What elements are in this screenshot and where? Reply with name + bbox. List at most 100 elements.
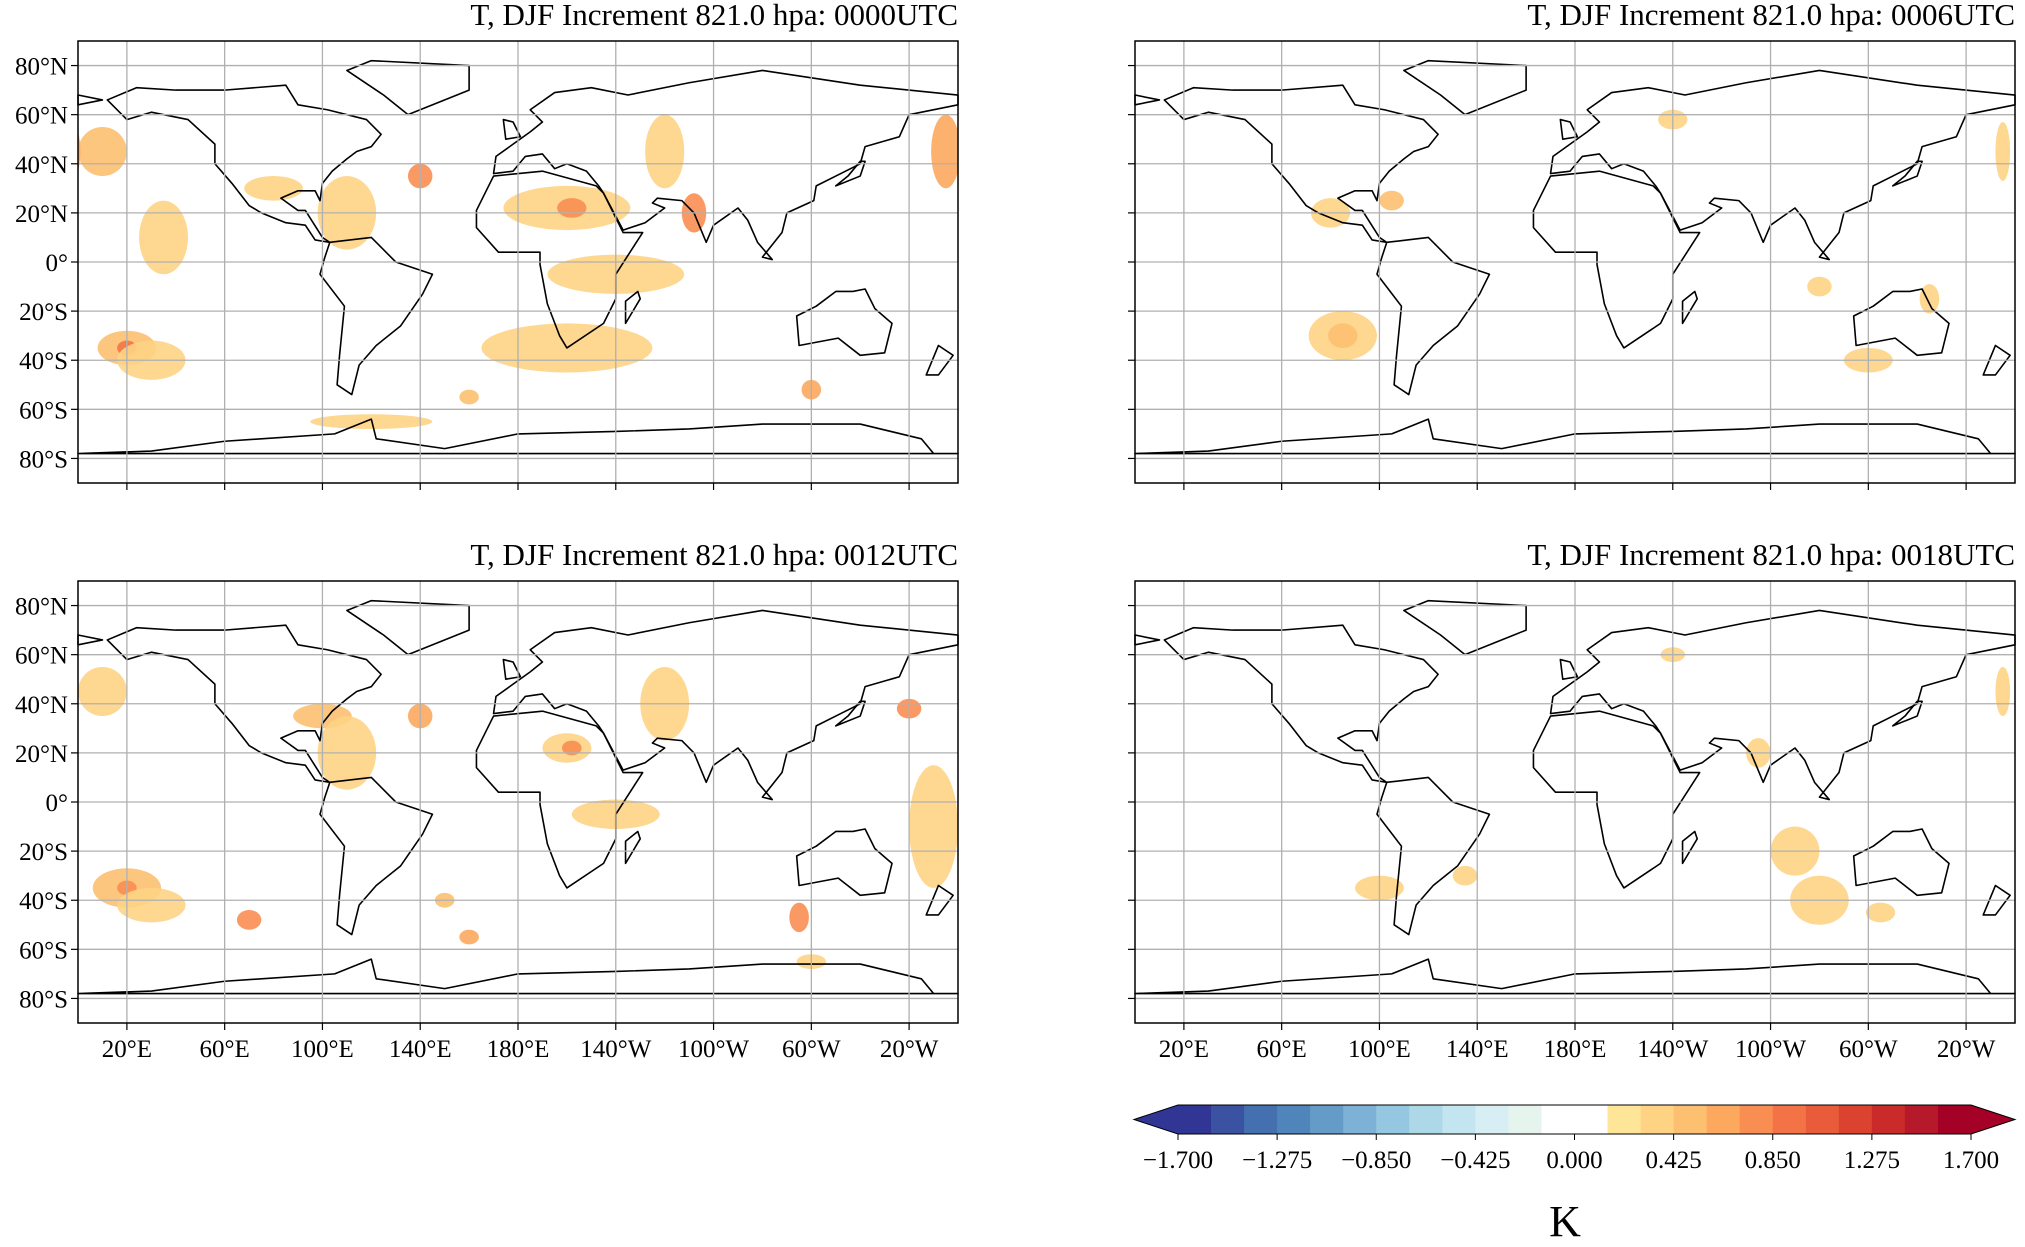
increment-contour — [459, 929, 479, 945]
colorbar-bin — [1211, 1105, 1245, 1134]
coastline — [492, 609, 959, 801]
map-content — [1134, 599, 2016, 995]
coastline — [77, 418, 959, 455]
coastline — [502, 658, 522, 681]
coastline — [1549, 69, 2016, 261]
x-tick-label: 100°W — [1735, 1036, 1806, 1063]
coastline — [834, 700, 866, 727]
y-tick-label: 40°S — [19, 888, 68, 915]
x-tick-label: 180°E — [487, 1036, 550, 1063]
increment-contour — [244, 176, 303, 201]
colorbar-tick-label: 1.275 — [1844, 1147, 1900, 1174]
increment-contour — [557, 198, 587, 218]
colorbar-bin — [1376, 1105, 1410, 1134]
y-tick-label: 20°S — [19, 839, 68, 866]
coastline — [502, 118, 522, 141]
coastline — [1852, 288, 1950, 357]
coastline — [1681, 290, 1699, 325]
y-tick-label: 60°N — [15, 103, 68, 130]
colorbar-extend-max — [1971, 1105, 2015, 1134]
coastline — [1982, 884, 2011, 916]
colorbar-bin — [1475, 1105, 1510, 1134]
coastline — [77, 958, 959, 995]
coastline — [1891, 700, 1923, 727]
colorbar-bin — [1706, 1105, 1741, 1134]
y-tick-label: 80°S — [19, 446, 68, 473]
colorbar-bin — [1508, 1105, 1543, 1134]
coastline — [106, 624, 382, 784]
increment-contour — [117, 887, 186, 923]
y-tick-label: 40°N — [15, 692, 68, 719]
coastline — [1891, 160, 1923, 187]
increment-contour — [236, 910, 262, 930]
colorbar-bin — [1310, 1105, 1344, 1134]
increment-contour — [1995, 666, 2011, 717]
x-tick-label: 140°E — [1446, 1036, 1509, 1063]
increment-contour — [459, 389, 479, 405]
colorbar-bin — [1640, 1105, 1675, 1134]
colorbar-tick-label: 0.425 — [1646, 1147, 1702, 1174]
x-tick-label: 100°E — [291, 1036, 354, 1063]
increment-contour — [1328, 323, 1358, 348]
colorbar-svg: −1.700 −1.275 −0.850 −0.425 0.000 0.425 0.850 1… — [1132, 1104, 2017, 1174]
coastline — [925, 344, 954, 376]
map-svg: 80°N 60°N 40°N 20°N 0° 20°S 40°S 60°S 80°S — [15, 40, 959, 490]
x-tick-label: 60°E — [200, 1036, 250, 1063]
colorbar-bin — [1541, 1105, 1576, 1134]
coastline — [1134, 94, 1161, 106]
coastline — [1376, 776, 1491, 936]
coastline — [1376, 236, 1491, 396]
y-tick-label: 20°S — [19, 299, 68, 326]
map-svg: 20°E 60°E 100°E 140°E 180°E 140°W 100°W 60°W 20°… — [1128, 580, 2016, 1063]
coastline — [1559, 658, 1579, 681]
panel-title: T, DJF Increment 821.0 hpa: 0012UTC — [470, 537, 958, 572]
coastline — [1163, 84, 1439, 244]
colorbar-bin — [1904, 1105, 1939, 1134]
map-panel-0006utc: T, DJF Increment 821.0 hpa: 0006UTC — [1128, 0, 2016, 490]
colorbar-bin — [1772, 1105, 1807, 1134]
increment-contour — [1807, 276, 1832, 297]
increment-contour — [645, 114, 685, 189]
coastline — [492, 69, 959, 261]
colorbar-tick-label: 0.000 — [1546, 1147, 1602, 1174]
x-tick-label: 20°E — [102, 1036, 152, 1063]
coastline — [1532, 170, 1701, 349]
colorbar-tick-label: 0.850 — [1745, 1147, 1801, 1174]
x-tick-label: 60°W — [1839, 1036, 1898, 1063]
coastline — [1403, 59, 1527, 116]
y-tick-label: 80°S — [19, 986, 68, 1013]
y-tick-label: 60°N — [15, 643, 68, 670]
coastline — [1134, 418, 2016, 455]
coastline — [834, 160, 866, 187]
coastline — [77, 94, 104, 106]
y-tick-label: 0° — [46, 250, 69, 277]
panel-title: T, DJF Increment 821.0 hpa: 0000UTC — [470, 0, 958, 32]
coastline — [1163, 624, 1439, 784]
increment-contour — [1452, 865, 1478, 886]
coastline — [1549, 609, 2016, 801]
x-tick-label: 100°W — [678, 1036, 749, 1063]
colorbar-bin — [1574, 1105, 1609, 1134]
colorbar-tick-label: 1.700 — [1943, 1147, 1999, 1174]
coastline — [1982, 344, 2011, 376]
x-tick-label: 140°E — [389, 1036, 452, 1063]
colorbar-bin — [1442, 1105, 1476, 1134]
colorbar-bin — [1739, 1105, 1774, 1134]
map-panel-0012utc: T, DJF Increment 821.0 hpa: 0012UTC 20°E… — [15, 537, 959, 1063]
coastline — [1532, 710, 1701, 889]
map-panel-0018utc: T, DJF Increment 821.0 hpa: 0018UTC 20°E… — [1128, 537, 2016, 1063]
x-tick-label: 140°W — [580, 1036, 651, 1063]
y-tick-label: 80°N — [15, 54, 68, 81]
y-tick-label: 20°N — [15, 201, 68, 228]
colorbar-bin — [1343, 1105, 1377, 1134]
colorbar-bin — [1607, 1105, 1642, 1134]
x-tick-label: 60°W — [782, 1036, 841, 1063]
colorbar-tick-label: −1.275 — [1242, 1147, 1312, 1174]
colorbar-extend-min — [1134, 1105, 1178, 1134]
increment-contour — [139, 200, 188, 275]
x-tick-label: 180°E — [1544, 1036, 1607, 1063]
x-tick-label: 100°E — [1348, 1036, 1411, 1063]
colorbar-bin — [1178, 1105, 1212, 1134]
coastline — [1134, 958, 2016, 995]
coastline — [624, 290, 642, 325]
